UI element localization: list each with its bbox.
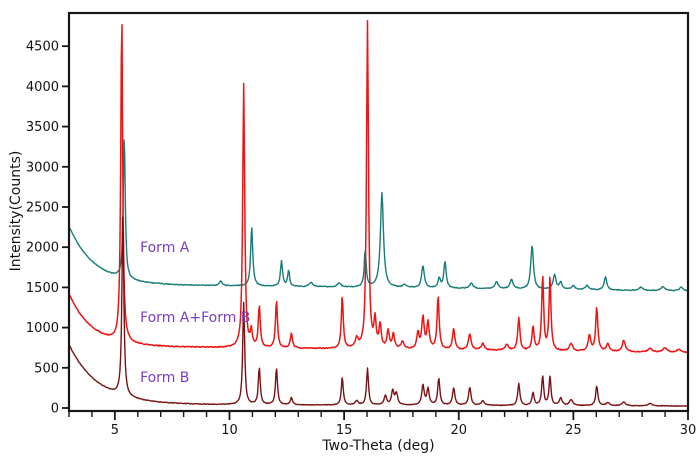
x-axis-title: Two-Theta (deg): [322, 438, 435, 454]
plot-frame: [67, 11, 690, 413]
x-tick-label: 30: [680, 423, 697, 438]
y-axis-title: Intensity(Counts): [8, 150, 24, 272]
x-tick-label: 15: [336, 423, 353, 438]
trace-form-b: [69, 216, 688, 407]
annotation-form-a: Form A: [140, 240, 190, 257]
x-tick-label: 10: [221, 423, 238, 438]
y-tick-label: 1500: [26, 281, 59, 296]
annotation-form-a-plus-b: Form A+Form B: [140, 309, 251, 326]
y-tick-label: 4500: [26, 40, 59, 55]
x-tick-label: 20: [450, 423, 467, 438]
y-tick-label: 3000: [26, 160, 59, 175]
y-tick-label: 4000: [26, 80, 59, 95]
y-tick-label: 0: [51, 402, 59, 417]
x-tick-label: 25: [565, 423, 582, 438]
y-tick-label: 1000: [26, 321, 59, 336]
y-tick-label: 2500: [26, 200, 59, 215]
trace-form-a-form-b: [69, 20, 688, 354]
y-tick-label: 3500: [26, 120, 59, 135]
x-tick-label: 5: [111, 423, 119, 438]
y-tick-label: 500: [34, 361, 59, 376]
trace-form-a: [69, 139, 688, 292]
annotation-form-b: Form B: [140, 370, 190, 387]
y-tick-label: 2000: [26, 241, 59, 256]
